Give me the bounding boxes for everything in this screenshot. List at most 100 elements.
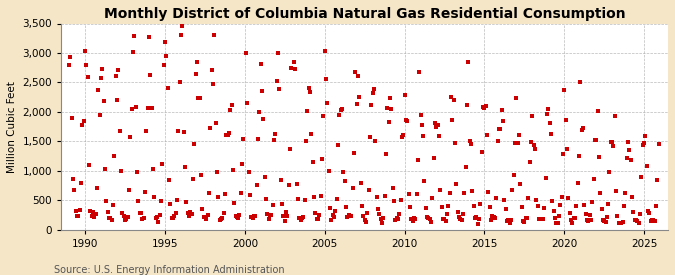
Point — [138, 216, 149, 220]
Point — [589, 138, 600, 142]
Point — [415, 113, 426, 117]
Point — [344, 214, 355, 219]
Point — [356, 204, 367, 208]
Point — [570, 216, 580, 220]
Point — [647, 218, 657, 222]
Point — [466, 142, 477, 146]
Point — [300, 139, 311, 143]
Point — [373, 207, 383, 211]
Point — [419, 179, 430, 183]
Point — [178, 130, 189, 134]
Point — [623, 140, 634, 144]
Point — [185, 209, 196, 214]
Point — [547, 198, 558, 203]
Point — [511, 96, 522, 100]
Point — [325, 206, 335, 210]
Point — [410, 216, 421, 221]
Point — [140, 190, 151, 194]
Point — [471, 215, 482, 219]
Point — [392, 217, 403, 221]
Point — [241, 50, 252, 55]
Point — [152, 214, 163, 219]
Point — [592, 109, 603, 113]
Point — [522, 216, 533, 220]
Point — [629, 218, 640, 222]
Point — [334, 113, 345, 117]
Point — [404, 205, 415, 209]
Point — [270, 132, 281, 136]
Point — [605, 140, 616, 144]
Point — [596, 207, 607, 211]
Point — [137, 216, 148, 221]
Point — [240, 18, 250, 23]
Point — [171, 198, 182, 203]
Point — [103, 210, 113, 214]
Point — [308, 194, 319, 199]
Point — [293, 197, 304, 201]
Point — [190, 72, 201, 76]
Point — [221, 133, 232, 138]
Point — [340, 179, 350, 184]
Point — [319, 49, 330, 54]
Point — [541, 111, 552, 116]
Point — [364, 135, 375, 140]
Point — [468, 204, 479, 208]
Point — [242, 101, 253, 105]
Point — [502, 218, 512, 223]
Point — [352, 74, 363, 78]
Point — [585, 218, 596, 222]
Point — [394, 212, 404, 216]
Point — [369, 87, 379, 91]
Point — [255, 62, 266, 66]
Point — [223, 131, 234, 136]
Point — [92, 186, 103, 191]
Point — [587, 200, 597, 205]
Point — [252, 136, 263, 141]
Point — [492, 139, 503, 144]
Point — [298, 214, 308, 219]
Point — [499, 198, 510, 202]
Point — [456, 218, 467, 222]
Point — [539, 206, 549, 210]
Point — [529, 142, 539, 147]
Point — [447, 117, 458, 122]
Point — [543, 106, 554, 111]
Point — [641, 163, 652, 168]
Point — [444, 191, 455, 196]
Point — [202, 213, 213, 217]
Point — [289, 60, 300, 64]
Point — [232, 214, 242, 219]
Point — [485, 218, 496, 222]
Point — [426, 220, 437, 225]
Point — [603, 202, 614, 207]
Point — [503, 218, 514, 222]
Point — [306, 132, 317, 137]
Point — [70, 209, 81, 214]
Point — [124, 188, 134, 192]
Point — [236, 191, 246, 196]
Point — [370, 139, 381, 143]
Point — [286, 66, 297, 70]
Point — [333, 143, 344, 147]
Point — [96, 76, 107, 80]
Point — [97, 67, 108, 71]
Point — [431, 125, 442, 130]
Point — [362, 211, 373, 215]
Point — [234, 213, 245, 217]
Point — [537, 217, 548, 221]
Point — [559, 87, 570, 92]
Point — [479, 106, 490, 110]
Point — [455, 217, 466, 222]
Point — [572, 181, 583, 185]
Point — [149, 194, 160, 199]
Point — [84, 163, 95, 167]
Point — [556, 195, 567, 200]
Point — [148, 166, 159, 171]
Point — [437, 205, 448, 210]
Point — [113, 67, 124, 72]
Point — [566, 218, 576, 222]
Point — [377, 221, 387, 226]
Point — [327, 212, 338, 217]
Point — [411, 192, 422, 196]
Point — [583, 219, 593, 223]
